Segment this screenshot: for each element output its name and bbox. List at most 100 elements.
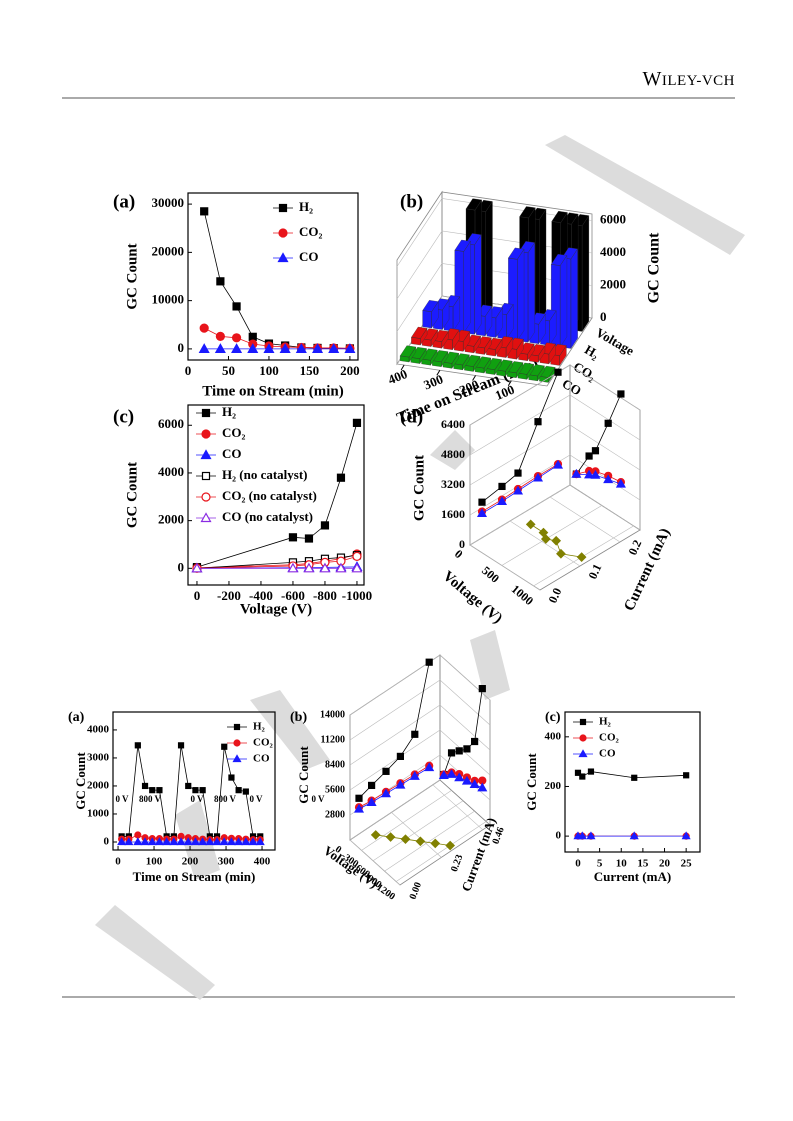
x-tick-label: -600: [281, 588, 305, 603]
x-tick-label: 0: [115, 856, 121, 868]
data-point: [534, 418, 542, 426]
x-axis-label: Time on Stream (min): [133, 869, 256, 884]
legend-label: CO₂: [253, 737, 274, 749]
y-tick-label: 2000: [158, 512, 184, 527]
grid-line: [469, 484, 571, 546]
data-point: [205, 837, 215, 846]
data-point: [604, 419, 612, 427]
grid-line: [549, 496, 621, 543]
data-point: [351, 562, 363, 573]
grid-line: [372, 800, 464, 862]
data-point: [190, 837, 200, 846]
x-tick-label: 0: [185, 363, 192, 378]
row-label: CO: [560, 376, 584, 399]
y-tick-label: 0.2: [625, 538, 644, 558]
data-point: [385, 832, 396, 842]
data-point: [336, 473, 346, 482]
data-point: [463, 745, 471, 753]
legend-label: CO: [253, 753, 270, 765]
data-point: [263, 343, 275, 353]
legend-marker: [233, 723, 241, 731]
data-point: [430, 838, 441, 849]
bar: [399, 345, 417, 363]
x-tick-label: 100: [146, 856, 163, 868]
legend-label: H₂: [222, 404, 236, 419]
data-point: [212, 837, 222, 846]
data-point: [617, 390, 625, 398]
data-point: [615, 478, 626, 488]
x-tick-label: 0: [452, 547, 466, 562]
grid-line: [361, 790, 452, 851]
series-line: [443, 688, 483, 775]
data-point: [455, 747, 463, 755]
y-tick-label: 1000: [87, 808, 110, 820]
legend-marker: [578, 749, 588, 758]
y-tick-label: 0.23: [449, 853, 465, 873]
legend-label: CO₂: [222, 425, 246, 440]
y-axis-label: GC Count: [124, 462, 140, 528]
data-point: [368, 781, 376, 790]
data-point: [176, 837, 186, 846]
y-axis-label: GC Count: [73, 752, 88, 810]
grid-line: [501, 505, 602, 566]
data-point: [192, 787, 199, 794]
data-point: [215, 331, 225, 341]
data-point: [576, 552, 587, 562]
data-point: [328, 343, 340, 353]
z-axis-label: GC Count: [296, 746, 311, 804]
data-point: [353, 803, 365, 813]
data-point: [496, 496, 508, 506]
z-tick-label: 0: [459, 537, 465, 551]
legend-marker: [201, 471, 211, 481]
panel-label: (b): [400, 191, 423, 212]
data-point: [242, 788, 249, 795]
x-tick-label: -400: [249, 588, 273, 603]
data-point: [247, 343, 259, 353]
annotation: 800 V: [214, 794, 237, 804]
data-point: [185, 782, 192, 790]
legend-marker: [201, 492, 211, 502]
grid-line: [349, 779, 441, 841]
x-tick-label: 500: [479, 563, 502, 585]
data-point: [532, 472, 544, 482]
z-tick-label: 2800: [325, 809, 345, 820]
grid-line: [395, 821, 487, 882]
data-point: [149, 787, 156, 794]
legend-label: CO₂: [299, 224, 323, 239]
series-line: [196, 553, 358, 569]
x-tick: [507, 380, 512, 387]
data-point: [681, 831, 691, 840]
data-point: [320, 521, 330, 530]
grid-line: [432, 784, 484, 831]
data-point: [248, 332, 257, 341]
plot-frame: [187, 404, 365, 586]
data-point: [287, 562, 299, 573]
data-point: [587, 768, 595, 775]
data-point: [241, 837, 251, 846]
y-tick-label: 0.0: [545, 586, 564, 606]
y-tick-label: 30000: [152, 195, 185, 210]
legend-marker: [233, 739, 241, 747]
data-point: [335, 562, 347, 573]
plot-frame: [564, 711, 701, 853]
data-point: [380, 788, 392, 798]
grid-line: [509, 520, 581, 567]
y-axis-label: GC Count: [524, 753, 539, 811]
grid-line: [349, 839, 401, 886]
y-tick-label: 2000: [87, 779, 110, 791]
y-tick-label: 0: [104, 836, 110, 848]
y-tick-label: 3000: [87, 751, 110, 763]
z-tick-label: 6400: [441, 417, 465, 431]
data-point: [556, 548, 566, 559]
panel-label: (a): [113, 191, 135, 212]
legend-marker: [201, 429, 211, 439]
data-point: [134, 742, 141, 749]
data-point: [631, 774, 638, 781]
data-point: [525, 519, 536, 530]
data-point: [216, 277, 225, 286]
data-point: [579, 773, 586, 780]
data-point: [370, 830, 381, 840]
legend-marker: [232, 754, 242, 763]
y-tick-label: 4000: [87, 723, 110, 735]
series-line: [576, 393, 622, 475]
